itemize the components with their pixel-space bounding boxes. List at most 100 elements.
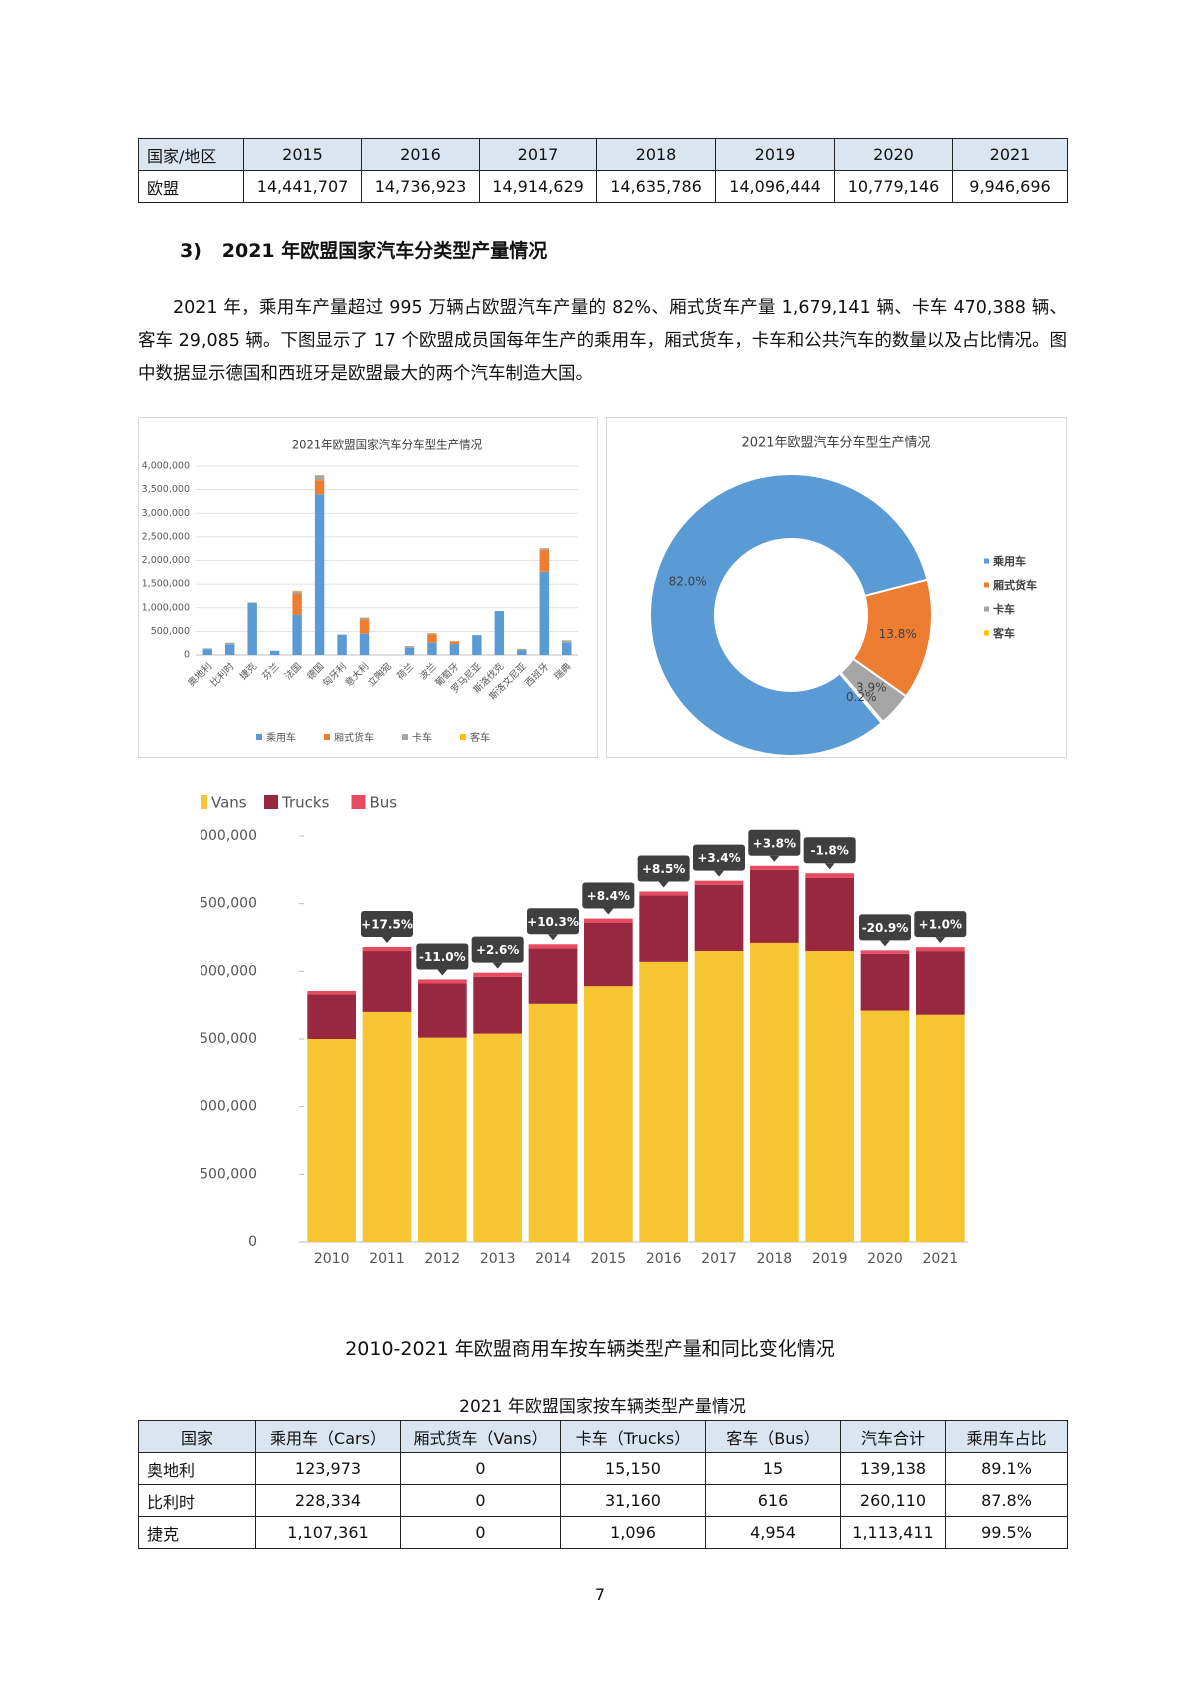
annotation: -1.8%	[811, 844, 849, 858]
legend-label: 卡车	[412, 731, 432, 744]
legend-label: 厢式货车	[993, 578, 1037, 592]
table-cell: 1,107,361	[255, 1516, 401, 1549]
bar-segment	[449, 641, 460, 645]
table-cell: 15,150	[560, 1452, 706, 1485]
stacked-bar-chart: 0 500,000 1,000,000 1,500,000 2,000,000 2,500…	[201, 794, 968, 1267]
bar-segment	[562, 640, 572, 643]
table: 国家 乘用车（Cars） 厢式货车（Vans） 卡车（Trucks） 客车（Bus） 汽车…	[138, 1420, 1068, 1549]
y-tick-label: 3,000,000	[142, 508, 190, 519]
bar-segment	[362, 946, 412, 952]
donut-slice	[838, 671, 885, 725]
bar-segment	[473, 976, 523, 1034]
bar-chart: 2021年欧盟国家汽车分车型生产情况 0 500,000 1,000,000 1,500…	[138, 417, 598, 758]
bar-segment	[639, 895, 689, 962]
chart-title: 2021年欧盟汽车分车型生产情况	[741, 435, 930, 451]
y-tick-label: 1,000,000	[142, 602, 190, 613]
annotation-pointer	[382, 936, 392, 943]
chart-caption: 2010-2021 年欧盟商用车按车辆类型产量和同比变化情况	[345, 1338, 835, 1360]
bar-segment	[224, 642, 235, 645]
bar-segment	[359, 619, 370, 634]
y-tick-label: 4,000,000	[142, 461, 190, 472]
header-cell: 2016	[361, 138, 480, 171]
annotation-pointer	[603, 908, 614, 915]
annotation: +2.6%	[476, 943, 519, 957]
table-cell: 99.5%	[945, 1516, 1068, 1549]
table-cell: 奥地利	[138, 1452, 256, 1485]
bar-segment	[749, 865, 799, 870]
annotation-box	[471, 936, 524, 963]
annotation-box	[582, 882, 635, 909]
table-cell: 616	[705, 1484, 841, 1517]
y-tick-label: 0	[248, 1234, 257, 1250]
x-tick-label: 2018	[757, 1251, 793, 1267]
x-tick-label: 2019	[812, 1251, 848, 1267]
bar-segment	[517, 650, 527, 655]
annotation-pointer	[548, 934, 558, 941]
header-cell: 2015	[243, 138, 362, 171]
bar-segment	[362, 951, 412, 1012]
x-tick-label: 2017	[701, 1251, 737, 1267]
data-label: 3.9%	[856, 680, 887, 694]
legend-label: 乘用车	[266, 731, 296, 744]
bar-segment	[307, 990, 357, 995]
annotation: +3.4%	[697, 851, 740, 865]
y-tick-label: 3,500,000	[142, 484, 190, 495]
annotation-box	[748, 829, 801, 856]
bar-segment	[202, 648, 212, 650]
bar-segment	[528, 1003, 578, 1242]
annotation-box	[803, 837, 856, 864]
table-title: 2021 年欧盟国家按车辆类型产量情况	[459, 1397, 746, 1417]
annotation-box	[914, 911, 967, 938]
header-cell: 汽车合计	[840, 1420, 946, 1453]
bar-segment	[694, 951, 744, 1242]
annotation-box	[527, 908, 579, 935]
bar-segment	[539, 571, 550, 655]
table-cell: 0	[400, 1484, 561, 1517]
table-cell: 87.8%	[945, 1484, 1068, 1517]
annotation: -20.9%	[862, 921, 909, 935]
bar-segment	[562, 642, 572, 655]
table: 国家/地区 2015 2016 2017 2018 2019 2020 2021 欧盟 14,44…	[138, 138, 1068, 203]
annotation-box	[693, 844, 745, 871]
y-tick-label: 500,000	[151, 626, 190, 637]
x-tick-label: 荷兰	[394, 660, 416, 682]
annotation-pointer	[935, 937, 946, 944]
x-tick-label: 立陶宛	[365, 660, 394, 689]
bar-segment	[539, 549, 550, 572]
table-cell: 260,110	[840, 1484, 946, 1517]
table-cell: 欧盟	[138, 170, 244, 203]
legend-swatch	[351, 795, 366, 809]
header-cell: 国家/地区	[138, 138, 244, 171]
annotation-pointer	[824, 863, 835, 870]
table-cell: 31,160	[560, 1484, 706, 1517]
data-label: 13.8%	[879, 627, 917, 641]
table-cell: 14,635,786	[596, 170, 716, 203]
bar-segment	[860, 1010, 910, 1242]
legend-label: Vans	[211, 794, 247, 812]
bar-segment	[473, 972, 523, 977]
legend-label: Bus	[370, 794, 398, 812]
bar-segment	[359, 633, 370, 655]
x-tick-label: 2012	[425, 1251, 461, 1267]
bar-segment	[749, 942, 799, 1242]
legend-swatch	[984, 582, 989, 588]
header-cell: 乘用车占比	[945, 1420, 1068, 1453]
y-tick-label: 1,500,000	[201, 1031, 257, 1047]
y-tick-label: 500,000	[201, 1166, 257, 1182]
bar-segment	[915, 951, 965, 1015]
table-cell: 比利时	[138, 1484, 256, 1517]
bar-segment	[292, 614, 302, 655]
bar-segment	[404, 647, 415, 655]
table-cell: 捷克	[138, 1516, 256, 1549]
header-cell: 2017	[479, 138, 597, 171]
page-number: 7	[594, 1585, 606, 1604]
annotation-pointer	[658, 881, 669, 888]
x-tick-label: 2020	[867, 1251, 903, 1267]
bar-segment	[224, 644, 235, 655]
table-cell: 0	[400, 1516, 561, 1549]
header-row: 国家/地区 2015 2016 2017 2018 2019 2020 2021	[138, 138, 1068, 171]
table-body: 国家 乘用车（Cars） 厢式货车（Vans） 卡车（Trucks） 客车（Bus） 汽车…	[138, 1420, 1068, 1549]
annotation: +8.5%	[642, 862, 685, 876]
bar-segment	[583, 918, 633, 923]
data-label: 82.0%	[669, 574, 707, 588]
